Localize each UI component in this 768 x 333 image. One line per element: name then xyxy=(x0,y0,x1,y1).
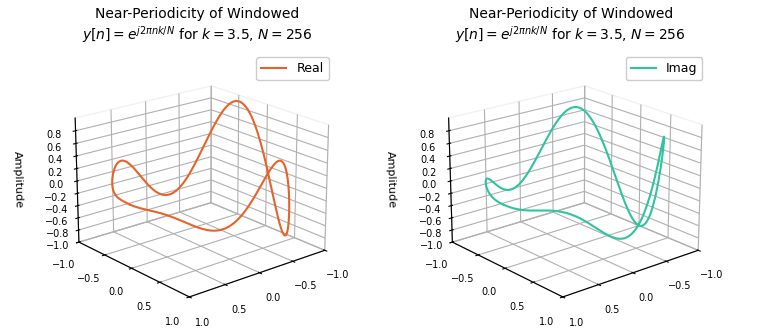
Title: Near-Periodicity of Windowed
$y[n] = e^{j2\pi nk/N}$ for $k = 3.5$, $N = 256$: Near-Periodicity of Windowed $y[n] = e^{… xyxy=(455,7,686,45)
Legend: Real: Real xyxy=(257,57,329,80)
Title: Near-Periodicity of Windowed
$y[n] = e^{j2\pi nk/N}$ for $k = 3.5$, $N = 256$: Near-Periodicity of Windowed $y[n] = e^{… xyxy=(82,7,313,45)
Legend: Imag: Imag xyxy=(626,57,702,80)
